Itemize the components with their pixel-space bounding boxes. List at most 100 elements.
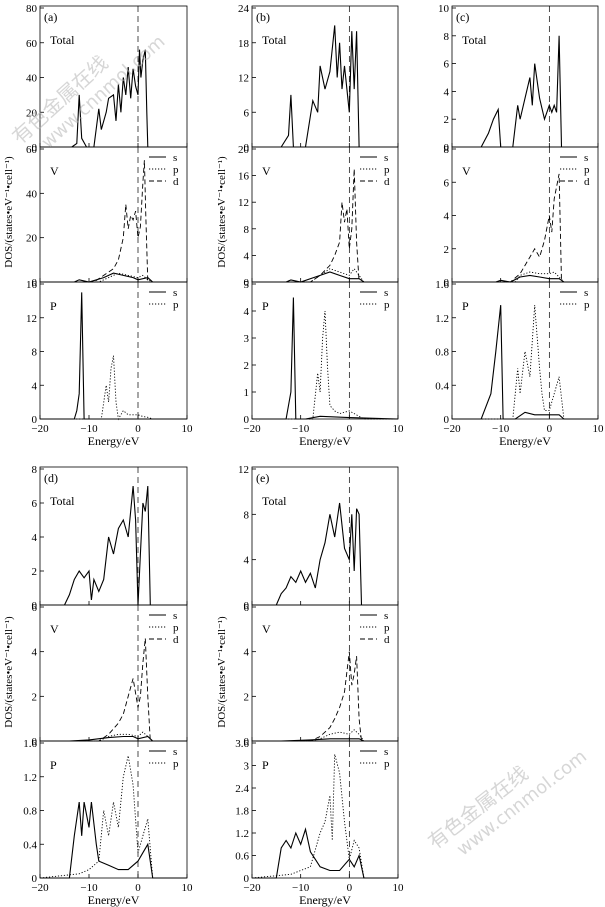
x-tick-label: −10 bbox=[80, 882, 98, 894]
axes-frame bbox=[451, 5, 599, 148]
legend-label-p: p bbox=[173, 299, 179, 311]
y-tick-label: 20 bbox=[26, 233, 38, 245]
y-tick-label: 8 bbox=[244, 509, 250, 521]
x-axis-label: Energy/eV bbox=[88, 434, 140, 448]
subplot-d-v bbox=[39, 604, 188, 742]
y-tick-label: 0 bbox=[244, 414, 250, 426]
y-tick-label: 0 bbox=[32, 277, 38, 289]
x-tick-label: 0 bbox=[547, 423, 553, 435]
subplot-label-p: P bbox=[462, 299, 469, 313]
y-tick-label: 6 bbox=[32, 602, 38, 614]
x-axis-label: Energy/eV bbox=[299, 434, 351, 448]
subplot-label-v: V bbox=[262, 622, 271, 636]
axes-frame bbox=[251, 281, 399, 420]
y-tick-label: 2 bbox=[244, 360, 250, 372]
y-tick-label: 12 bbox=[238, 464, 249, 476]
subplot-b-p bbox=[251, 281, 399, 420]
series-s-e-p bbox=[252, 827, 398, 879]
series-d-b-v bbox=[252, 168, 398, 283]
y-tick-label: 24 bbox=[238, 3, 250, 15]
y-tick-label: 0 bbox=[444, 142, 450, 154]
subplot-label-p: P bbox=[262, 758, 269, 772]
axes-frame bbox=[251, 146, 399, 283]
series-d-c-v bbox=[452, 173, 598, 283]
y-tick-label: 2 bbox=[444, 114, 450, 126]
y-tick-label: 80 bbox=[26, 3, 38, 15]
legend-label-s: s bbox=[384, 287, 388, 299]
y-tick-label: 1.2 bbox=[235, 828, 249, 840]
x-tick-label: 10 bbox=[393, 423, 405, 435]
subplot-c-p bbox=[451, 281, 599, 420]
subplot-label-v: V bbox=[262, 164, 271, 178]
legend-label-p: p bbox=[384, 164, 390, 176]
legend-label-d: d bbox=[384, 634, 390, 646]
x-tick-label: 0 bbox=[347, 882, 353, 894]
series-p-d-v bbox=[40, 731, 187, 742]
y-tick-label: 0 bbox=[444, 414, 450, 426]
series-s-d-v bbox=[40, 735, 187, 742]
y-tick-label: 12 bbox=[238, 73, 249, 85]
series-p-c-v bbox=[452, 271, 598, 283]
subplot-label-v: V bbox=[50, 622, 59, 636]
legend-label-s: s bbox=[173, 287, 177, 299]
y-tick-label: 4 bbox=[244, 555, 250, 567]
axes-frame bbox=[451, 146, 599, 283]
y-tick-label: 2 bbox=[244, 691, 250, 703]
y-tick-label: 0 bbox=[244, 736, 250, 748]
axes-frame bbox=[251, 604, 399, 742]
legend-label-s: s bbox=[384, 746, 388, 758]
y-tick-label: 0 bbox=[444, 277, 450, 289]
panel-b bbox=[251, 5, 399, 420]
x-tick-label: −10 bbox=[292, 882, 310, 894]
legend-label-s: s bbox=[173, 746, 177, 758]
legend-label-s: s bbox=[384, 610, 388, 622]
y-tick-label: 0.8 bbox=[23, 806, 37, 818]
legend-label-p: p bbox=[384, 622, 390, 634]
series-p-a-p bbox=[40, 355, 187, 421]
series-s-b-v bbox=[252, 271, 398, 283]
legend-label-d: d bbox=[173, 176, 179, 188]
subplot-a-v bbox=[39, 146, 188, 283]
y-tick-label: 6 bbox=[444, 59, 450, 71]
x-tick-label: 10 bbox=[182, 423, 194, 435]
y-tick-label: 40 bbox=[26, 188, 38, 200]
y-tick-label: 4 bbox=[32, 647, 38, 659]
panel-tag-d: (d) bbox=[44, 471, 58, 485]
subplot-label-v: V bbox=[50, 164, 59, 178]
y-axis-label-bottom-mid: DOS/(states•eV⁻¹•cell⁻¹) bbox=[216, 616, 228, 728]
series-d-a-v bbox=[40, 160, 187, 283]
legend-label-p: p bbox=[384, 299, 390, 311]
subplot-d-p bbox=[39, 740, 188, 879]
y-tick-label: 0 bbox=[244, 873, 250, 885]
y-tick-label: 60 bbox=[26, 38, 38, 50]
y-tick-label: 60 bbox=[26, 144, 38, 156]
x-tick-label: −10 bbox=[492, 423, 510, 435]
series-s-a-p bbox=[40, 292, 187, 420]
panel-tag-c: (c) bbox=[456, 10, 469, 24]
legend-label-p: p bbox=[173, 164, 179, 176]
subplot-e-total bbox=[251, 466, 399, 606]
series-p-e-p bbox=[251, 754, 398, 879]
legend-label-p: p bbox=[173, 758, 179, 770]
series-d-e-v bbox=[252, 651, 398, 742]
legend-label-p: p bbox=[584, 299, 590, 311]
legend-label-s: s bbox=[173, 152, 177, 164]
y-tick-label: 4 bbox=[444, 211, 450, 223]
y-tick-label: 1 bbox=[244, 387, 250, 399]
y-tick-label: 16 bbox=[26, 279, 38, 291]
y-tick-label: 0 bbox=[32, 414, 38, 426]
subplot-c-v bbox=[451, 146, 599, 283]
x-tick-label: −10 bbox=[292, 423, 310, 435]
y-tick-label: 6 bbox=[444, 177, 450, 189]
axes-frame bbox=[39, 466, 188, 606]
axes-frame bbox=[451, 281, 599, 420]
series-s-c-p bbox=[452, 305, 598, 420]
y-axis-label-top-left: DOS/(states•eV⁻¹•cell⁻¹) bbox=[3, 156, 15, 268]
panel-a bbox=[39, 5, 188, 421]
y-tick-label: 12 bbox=[26, 313, 37, 325]
panel-c bbox=[451, 5, 599, 420]
y-tick-label: 8 bbox=[444, 31, 450, 43]
y-axis-label-bottom-left: DOS/(states•eV⁻¹•cell⁻¹) bbox=[3, 616, 15, 728]
series-total-b-total bbox=[280, 25, 360, 148]
